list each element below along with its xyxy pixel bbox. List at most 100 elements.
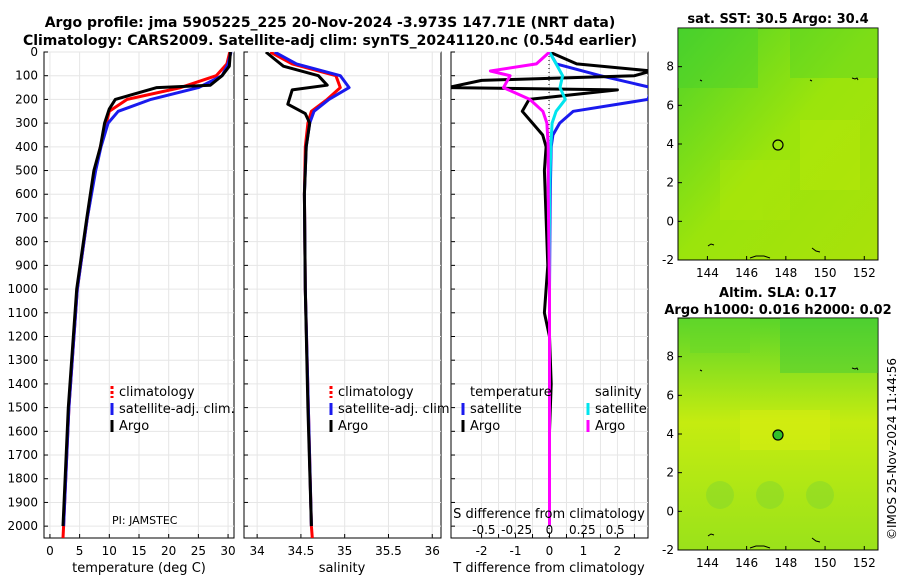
x-tick-label: 0 [546,544,554,558]
x-tick-label: 20 [161,544,176,558]
map-y-tick-label: 4 [666,427,674,441]
x-tick-label: 34.5 [288,544,315,558]
map-y-tick-label: 4 [666,137,674,151]
t-diff-xlabel: T difference from climatology [452,561,645,576]
sst-coastline-icon [699,77,859,259]
sst-field [677,27,879,261]
map-x-tick-label: 152 [853,266,876,280]
s-tick-label: 0 [546,523,554,537]
legend-satellite-adj-s: satellite-adj. clim. [338,402,454,417]
y-tick-label: 1500 [7,401,38,415]
map-x-tick-label: 146 [735,556,758,570]
x-tick-label: 1 [580,544,588,558]
map-x-tick-label: 150 [814,266,837,280]
legend-t-argo: Argo [470,419,500,434]
s-tick-label: 0.5 [606,523,625,537]
sla-map: Altim. SLA: 0.17 Argo h1000: 0.016 h2000… [662,286,892,570]
map-y-tick-label: 6 [666,98,674,112]
legend-satellite-adj: satellite-adj. clim. [119,402,235,417]
salinity-legend: climatology satellite-adj. clim. Argo [329,385,454,434]
y-tick-label: 900 [15,258,38,272]
y-tick-label: 1200 [7,329,38,343]
legend-header-salinity: salinity [595,385,642,400]
sla-coastline-icon [699,367,859,549]
s-tick-label: -0.5 [472,523,495,537]
sst-argo-marker [772,139,784,151]
sla-map-subtitle: Argo h1000: 0.016 h2000: 0.02 [664,303,891,318]
salinity-panel: 34 34.5 35 35.5 36 salinity climatology sate… [243,51,454,576]
map-y-tick-label: 6 [666,388,674,402]
y-tick-label: 300 [15,116,38,130]
difference-panel: -2 -1 0 1 2 -0.5 -0.25 0 0.25 0.5 S difference f… [450,51,649,576]
map-x-tick-label: 144 [696,556,719,570]
temperature-panel: 0100200300400500600700800900100011001200… [7,45,235,576]
y-tick-label: 1300 [7,353,38,367]
x-tick-label: 35 [337,544,352,558]
temperature-xlabel: temperature (deg C) [72,561,206,576]
sla-map-title: Altim. SLA: 0.17 [719,286,837,301]
legend-header-temperature: temperature [470,385,552,400]
x-tick-label: 34 [249,544,264,558]
map-y-tick-label: 8 [666,60,674,74]
y-tick-label: 400 [15,140,38,154]
x-tick-label: 36 [425,544,440,558]
y-tick-label: 1600 [7,424,38,438]
map-x-tick-label: 148 [774,556,797,570]
legend-climatology: climatology [119,385,195,400]
y-tick-label: 200 [15,92,38,106]
temperature-legend: climatology satellite-adj. clim. Argo [110,385,235,434]
y-tick-label: 1000 [7,282,38,296]
salinity-axes [243,51,442,539]
map-y-tick-label: 2 [666,176,674,190]
x-tick-label: 35.5 [375,544,402,558]
sla-argo-marker [772,429,784,441]
y-tick-label: 1100 [7,306,38,320]
pi-annotation: PI: JAMSTEC [112,514,178,527]
s-tick-label: -0.25 [501,523,532,537]
map-x-tick-label: 144 [696,266,719,280]
difference-legend: temperature salinity satellite Argo sate… [461,385,647,434]
map-x-tick-label: 148 [774,266,797,280]
legend-s-argo: Argo [595,419,625,434]
legend-climatology-s: climatology [338,385,414,400]
sst-map: sat. SST: 30.5 Argo: 30.4 144 146 148 150 15… [662,12,879,280]
y-tick-label: 100 [15,69,38,83]
x-tick-label: 10 [102,544,117,558]
map-y-tick-label: 0 [666,214,674,228]
sst-texture [678,28,878,220]
x-tick-label: 25 [191,544,206,558]
y-tick-label: 1400 [7,377,38,391]
x-tick-label: 2 [614,544,622,558]
map-y-tick-label: -2 [662,253,674,267]
x-tick-label: 30 [220,544,235,558]
series-argo [264,52,329,527]
legend-t-satellite: satellite [470,402,522,417]
y-tick-label: 1900 [7,495,38,509]
map-y-tick-label: 8 [666,350,674,364]
figure-title-line2: Climatology: CARS2009. Satellite-adj cli… [22,33,638,49]
y-tick-label: 600 [15,187,38,201]
imos-watermark: ©IMOS 25-Nov-2024 11:44:56 [885,358,899,540]
s-diff-xlabel: S difference from climatology [453,507,645,522]
x-tick-label: 15 [131,544,146,558]
legend-argo: Argo [119,419,149,434]
y-tick-label: 700 [15,211,38,225]
y-tick-label: 1700 [7,448,38,462]
y-tick-label: 800 [15,235,38,249]
y-tick-label: 2000 [7,519,38,533]
x-tick-label: -2 [476,544,488,558]
y-tick-label: 0 [30,45,38,59]
map-x-tick-label: 152 [853,556,876,570]
map-x-tick-label: 150 [814,556,837,570]
x-tick-label: 0 [46,544,54,558]
s-tick-label: 0.25 [569,523,596,537]
series-argo [61,52,232,527]
map-y-tick-label: 2 [666,466,674,480]
x-tick-label: -1 [510,544,522,558]
salinity-xlabel: salinity [319,561,366,576]
y-tick-label: 1800 [7,472,38,486]
y-tick-label: 500 [15,164,38,178]
series-s-argo [488,52,551,527]
legend-s-satellite: satellite [595,402,647,417]
